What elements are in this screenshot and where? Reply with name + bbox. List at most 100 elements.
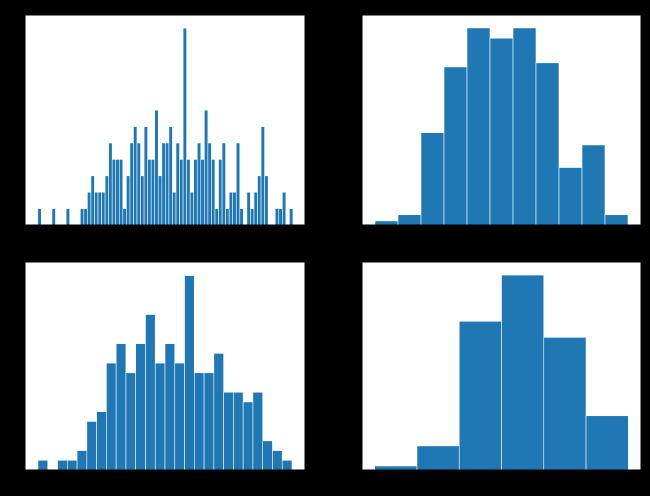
bar (221, 142, 226, 226)
bar (257, 175, 262, 226)
bar (543, 337, 587, 471)
bar (501, 274, 545, 471)
bar (115, 343, 127, 471)
axes-frame (361, 14, 642, 226)
bar (416, 445, 460, 471)
bar (397, 214, 422, 226)
bar (129, 142, 134, 226)
bar (145, 314, 156, 471)
bar (235, 142, 241, 226)
bar (193, 159, 198, 226)
bar (203, 372, 215, 471)
bar (535, 62, 560, 226)
bar (213, 353, 224, 471)
bar (196, 142, 202, 226)
bar (104, 175, 109, 226)
bar (204, 109, 209, 226)
bar (282, 191, 287, 226)
bar (289, 208, 294, 226)
bar (262, 440, 273, 471)
bar (94, 191, 99, 226)
bar (374, 220, 399, 226)
bar (37, 459, 49, 471)
bar (264, 175, 269, 226)
bar (239, 208, 244, 226)
bar (604, 214, 629, 226)
bar (281, 459, 293, 471)
axes-frame (361, 261, 642, 471)
axes-frame (24, 14, 306, 226)
bar (214, 208, 219, 226)
bar (274, 208, 280, 226)
bar (443, 66, 468, 226)
bar (200, 159, 205, 226)
bar (250, 208, 255, 226)
bar (136, 142, 141, 226)
bar (253, 191, 258, 226)
bar (101, 191, 106, 226)
bar (225, 208, 230, 226)
bar (272, 450, 283, 471)
bar (458, 320, 502, 471)
bar (164, 343, 176, 471)
bar (122, 208, 127, 226)
bar (184, 275, 195, 471)
bar (79, 208, 85, 226)
bar (140, 175, 145, 226)
bar (157, 175, 163, 226)
bar (182, 27, 187, 226)
bar (165, 142, 170, 226)
bar (228, 191, 233, 226)
bar (126, 175, 131, 226)
bar (172, 191, 177, 226)
bar (115, 159, 120, 226)
bar (207, 142, 212, 226)
bar (223, 391, 234, 471)
bar (512, 27, 537, 226)
bar (125, 372, 136, 471)
bar (86, 421, 97, 471)
bar (581, 144, 606, 226)
bar (135, 343, 146, 471)
bar (65, 208, 70, 226)
bar (143, 126, 148, 226)
bar (57, 459, 68, 471)
bar (97, 191, 102, 226)
bar (96, 411, 107, 471)
bar (232, 191, 237, 226)
bar (242, 401, 254, 471)
bar (218, 159, 223, 226)
bar (76, 450, 88, 471)
bar (233, 391, 244, 471)
bar (246, 191, 251, 226)
bar (154, 362, 166, 471)
bar (186, 159, 191, 226)
bar (106, 362, 117, 471)
bar (154, 109, 159, 226)
bar (420, 132, 445, 226)
bar (179, 159, 184, 226)
bar (194, 372, 205, 471)
bar (558, 167, 583, 226)
bar (374, 465, 418, 471)
bar (174, 362, 185, 471)
bar (108, 142, 113, 226)
bar (585, 415, 629, 471)
bar (189, 191, 195, 226)
bar (133, 126, 138, 226)
bar (83, 208, 88, 226)
bar (252, 391, 263, 471)
bar (90, 175, 95, 226)
bar (150, 159, 156, 226)
bar (278, 208, 283, 226)
bar (51, 208, 56, 226)
bar (175, 142, 180, 226)
bar (111, 159, 117, 226)
bar (168, 126, 173, 226)
bar (147, 159, 152, 226)
bar (67, 459, 78, 471)
bar (489, 37, 514, 226)
bar (211, 159, 216, 226)
bar (466, 27, 491, 226)
